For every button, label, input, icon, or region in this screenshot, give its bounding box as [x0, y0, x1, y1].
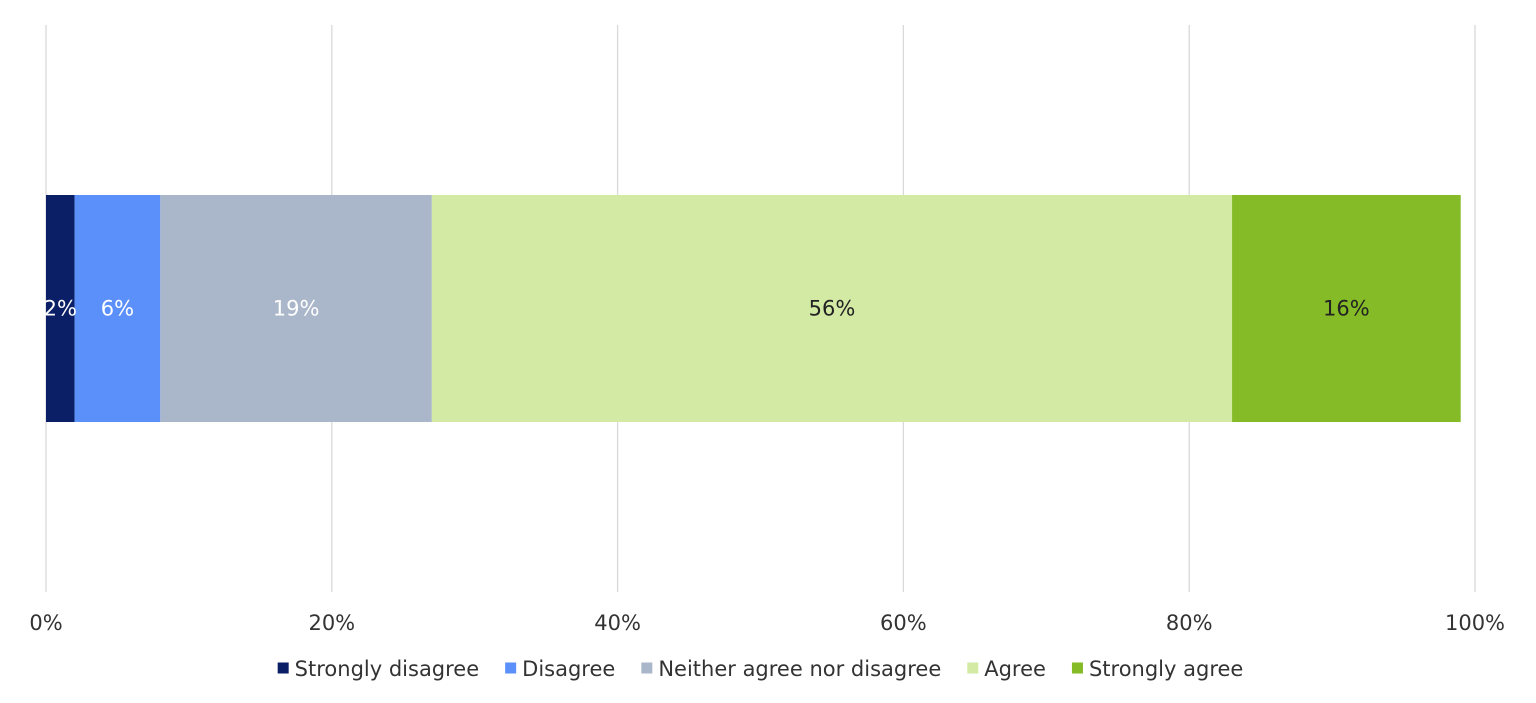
- legend-swatch: [1071, 662, 1083, 674]
- x-tick-label: 40%: [594, 611, 641, 635]
- legend-item: Strongly disagree: [277, 657, 479, 681]
- legend-swatch: [277, 662, 289, 674]
- legend-label: Strongly agree: [1089, 657, 1243, 681]
- legend-item: Agree: [967, 657, 1046, 681]
- bar-segment-disagree: [74, 195, 161, 422]
- data-label: 56%: [809, 297, 856, 321]
- data-label: 19%: [273, 297, 320, 321]
- legend-swatch: [505, 662, 517, 674]
- x-axis-ticks: 0% 20% 40% 60% 80% 100%: [29, 611, 1505, 635]
- data-label: 6%: [101, 297, 134, 321]
- bar-segment-neither-agree-nor-disagree: [160, 195, 432, 422]
- bar-segment-agree: [431, 195, 1233, 422]
- legend-label: Strongly disagree: [295, 657, 479, 681]
- x-tick-label: 60%: [880, 611, 927, 635]
- legend: Strongly disagree Disagree Neither agree n…: [277, 657, 1243, 681]
- x-tick-label: 80%: [1166, 611, 1213, 635]
- legend-item: Strongly agree: [1071, 657, 1243, 681]
- legend-label: Agree: [984, 657, 1046, 681]
- data-label: 2%: [44, 297, 77, 321]
- legend-label: Neither agree nor disagree: [658, 657, 941, 681]
- bar-segment-strongly-agree: [1232, 195, 1461, 422]
- x-tick-label: 20%: [308, 611, 355, 635]
- legend-label: Disagree: [522, 657, 615, 681]
- bar-segments: [46, 195, 1461, 422]
- legend-item: Neither agree nor disagree: [641, 657, 941, 681]
- data-label: 16%: [1323, 297, 1370, 321]
- legend-item: Disagree: [505, 657, 615, 681]
- legend-swatch: [641, 662, 653, 674]
- bar-segment-strongly-disagree: [46, 195, 75, 422]
- legend-swatch: [967, 662, 979, 674]
- x-tick-label: 0%: [29, 611, 62, 635]
- x-tick-label: 100%: [1445, 611, 1505, 635]
- data-labels: 2% 6% 19% 56% 16%: [44, 297, 1370, 321]
